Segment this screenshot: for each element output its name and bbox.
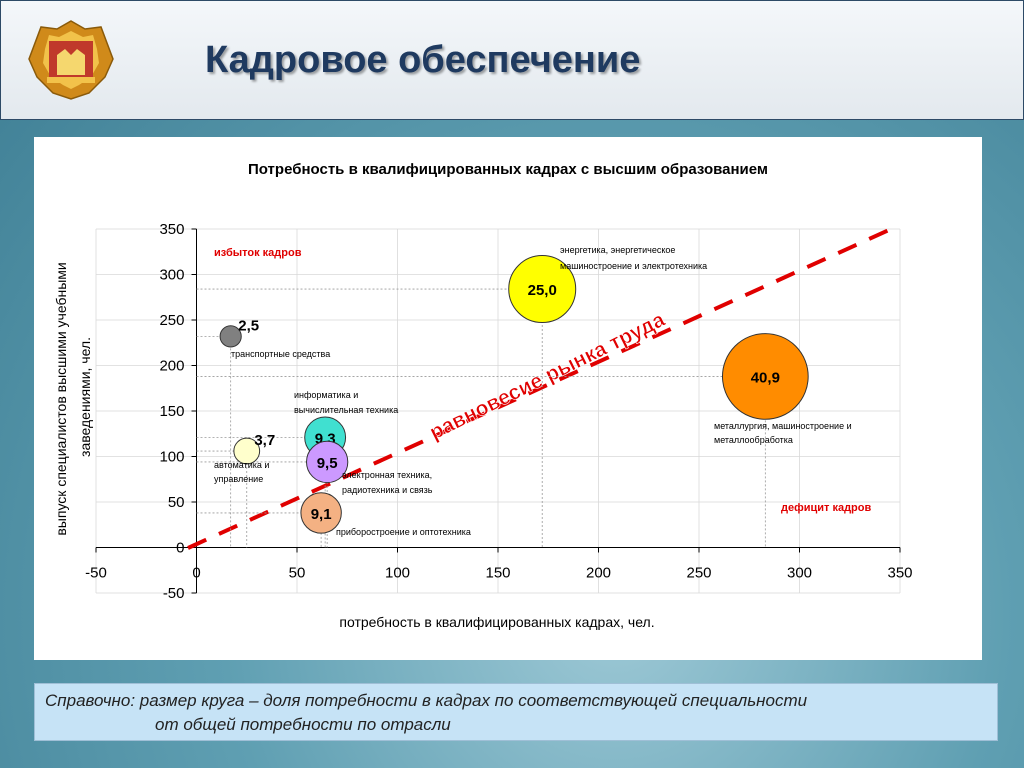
category-label-energy: энергетика, энергетическое машиностроени… [560,245,707,271]
x-tick-label: 200 [586,565,611,582]
chart-panel: Потребность в квалифицированных кадрах с… [34,137,982,660]
bubble-value-label: 9,1 [311,506,332,523]
y-tick-label: 50 [168,494,185,511]
x-axis-ticks: -50 0 50 100 150 200 250 300 350 [85,547,913,582]
y-tick-label: -50 [163,585,185,602]
x-tick-label: 350 [887,565,912,582]
category-label-electronics: электронная техника, радиотехника и связ… [342,470,435,495]
chart-title: Потребность в квалифицированных кадрах с… [248,161,768,178]
bubble-category-labels: транспортные средства энергетика, энерге… [214,245,854,537]
y-tick-label: 0 [176,540,184,557]
y-axis-label-line2: заведениями, чел. [77,337,93,457]
y-tick-label: 350 [159,221,184,238]
coat-of-arms-emblem [28,20,114,100]
x-axis-label: потребность в квалифицированных кадрах, … [339,614,654,630]
y-axis-ticks: -50 0 50 100 150 200 250 300 350 [159,221,197,602]
reference-note: Справочно: размер круга – доля потребнос… [34,683,998,741]
bubbles: 2,525,040,99,33,79,59,1 [219,255,809,534]
bubble [233,437,261,465]
category-label-transport: транспортные средства [231,349,330,359]
bubble-value-label: 9,5 [317,455,338,472]
x-tick-label: 150 [485,565,510,582]
y-tick-label: 200 [159,358,184,375]
x-tick-label: 100 [385,565,410,582]
category-label-metallurgy: металлургия, машиностроение и металлообр… [714,421,854,445]
header-bar: Кадровое обеспечение [0,0,1024,120]
reference-note-line2: от общей потребности по отрасли [155,715,451,734]
category-label-instruments: приборостроение и оптотехника [336,527,471,537]
x-tick-label: 250 [686,565,711,582]
bubble [508,255,577,324]
y-tick-label: 100 [159,449,184,466]
bubble-value-label: 25,0 [528,282,557,299]
y-tick-label: 300 [159,267,184,284]
x-tick-label: -50 [85,565,107,582]
chart-grid [95,228,901,594]
x-tick-label: 50 [289,565,306,582]
page-title: Кадровое обеспечение [205,39,641,81]
bubble-value-label: 40,9 [751,369,780,386]
bubble [219,325,242,348]
reference-note-line1: Справочно: размер круга – доля потребнос… [45,691,808,710]
y-axis-label: выпуск специалистов высшими учебными зав… [53,258,93,535]
bubble [305,440,349,484]
bubble-chart: Потребность в квалифицированных кадрах с… [53,161,913,630]
surplus-label: избыток кадров [214,247,302,259]
bubble [300,492,342,534]
y-tick-label: 250 [159,312,184,329]
equilibrium-line [187,228,890,550]
category-label-informatics: информатика и вычислительная техника [294,390,398,415]
y-tick-label: 150 [159,403,184,420]
bubble [721,333,809,420]
category-label-automation: автоматика и управление [214,460,272,484]
bubble-value-label: 3,7 [254,432,275,449]
bubble-value-label: 2,5 [238,317,259,334]
x-tick-label: 300 [787,565,812,582]
y-axis-label-line1: выпуск специалистов высшими учебными [53,262,69,535]
deficit-label: дефицит кадров [781,502,871,514]
x-tick-label: 0 [192,565,200,582]
